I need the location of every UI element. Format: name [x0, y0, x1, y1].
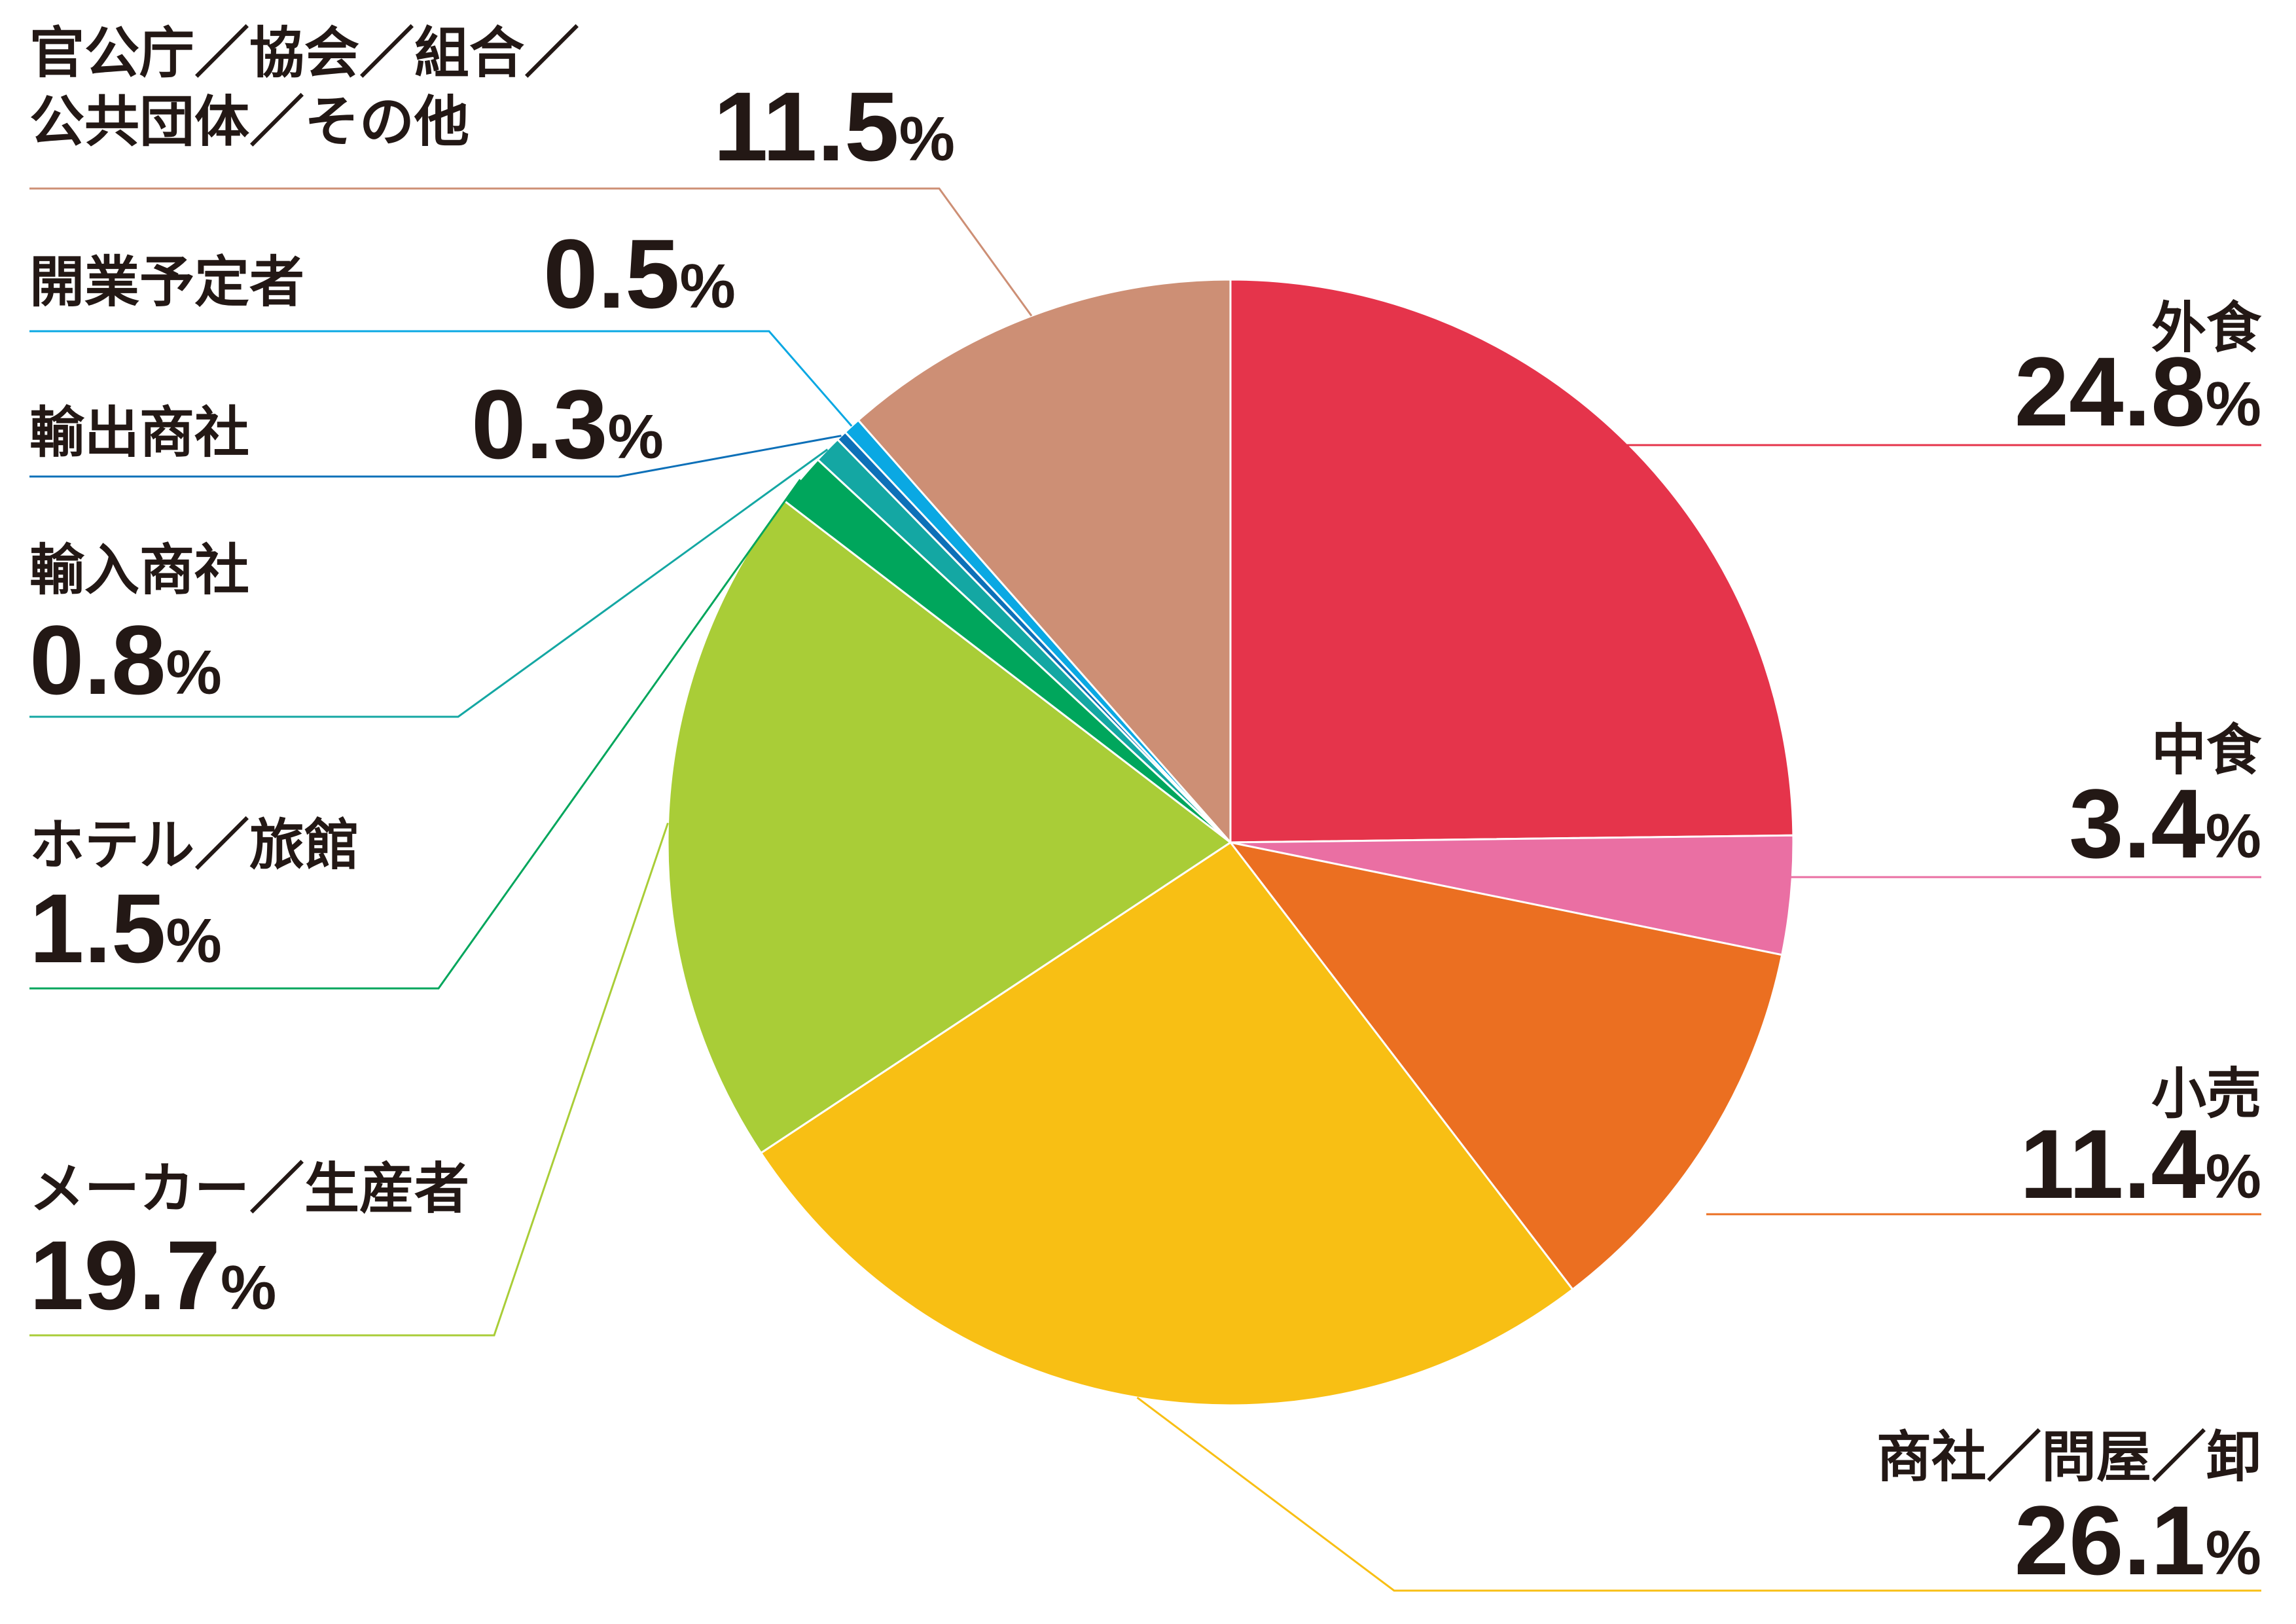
leader-lines	[29, 187, 2261, 1592]
slice-category-label: 輸入商社	[29, 538, 249, 602]
pie-slice	[1229, 278, 1795, 844]
leader-line	[29, 435, 842, 478]
slice-category-label: 中食	[2151, 718, 2262, 782]
slice-value-label: 0.5%	[543, 219, 736, 329]
leader-line	[1136, 1396, 2261, 1592]
pie-slice	[857, 278, 1232, 845]
leader-line	[29, 187, 1033, 317]
slice-category-label: 商社／問屋／卸	[1876, 1425, 2261, 1489]
leader-line	[29, 822, 669, 1337]
slice-value-label: 11.4%	[2020, 1109, 2261, 1219]
slice-value-label: 3.4%	[2069, 768, 2261, 878]
slice-value-label: 24.8%	[2015, 336, 2261, 446]
leader-line	[29, 448, 829, 718]
slice-category-label: 公共団体／その他	[29, 90, 469, 154]
slice-category-label: ホテル／旅館	[29, 813, 359, 877]
pie-slice	[666, 499, 1232, 1155]
slice-value-label: 11.5%	[713, 71, 955, 181]
slice-category-label: 輸出商社	[29, 401, 249, 465]
slice-value-label: 0.3%	[471, 369, 664, 479]
slice-value-label: 1.5%	[29, 873, 222, 983]
slice-category-label: 開業予定者	[29, 250, 304, 314]
slice-value-label: 0.8%	[29, 605, 222, 715]
slice-value-label: 19.7%	[29, 1220, 276, 1330]
slice-category-label: 官公庁／協会／組合／	[29, 21, 579, 85]
pie-slice	[1228, 840, 1784, 1291]
leader-line	[29, 330, 853, 427]
slice-category-label: 外食	[2151, 296, 2262, 360]
slice-value-label: 26.1%	[2015, 1485, 2261, 1595]
pie-slice	[759, 840, 1574, 1407]
slice-category-label: 小売	[2151, 1062, 2261, 1126]
slice-category-label: メーカー／生産者	[29, 1157, 469, 1221]
pie-slices	[666, 278, 1795, 1407]
leader-line	[29, 478, 801, 990]
